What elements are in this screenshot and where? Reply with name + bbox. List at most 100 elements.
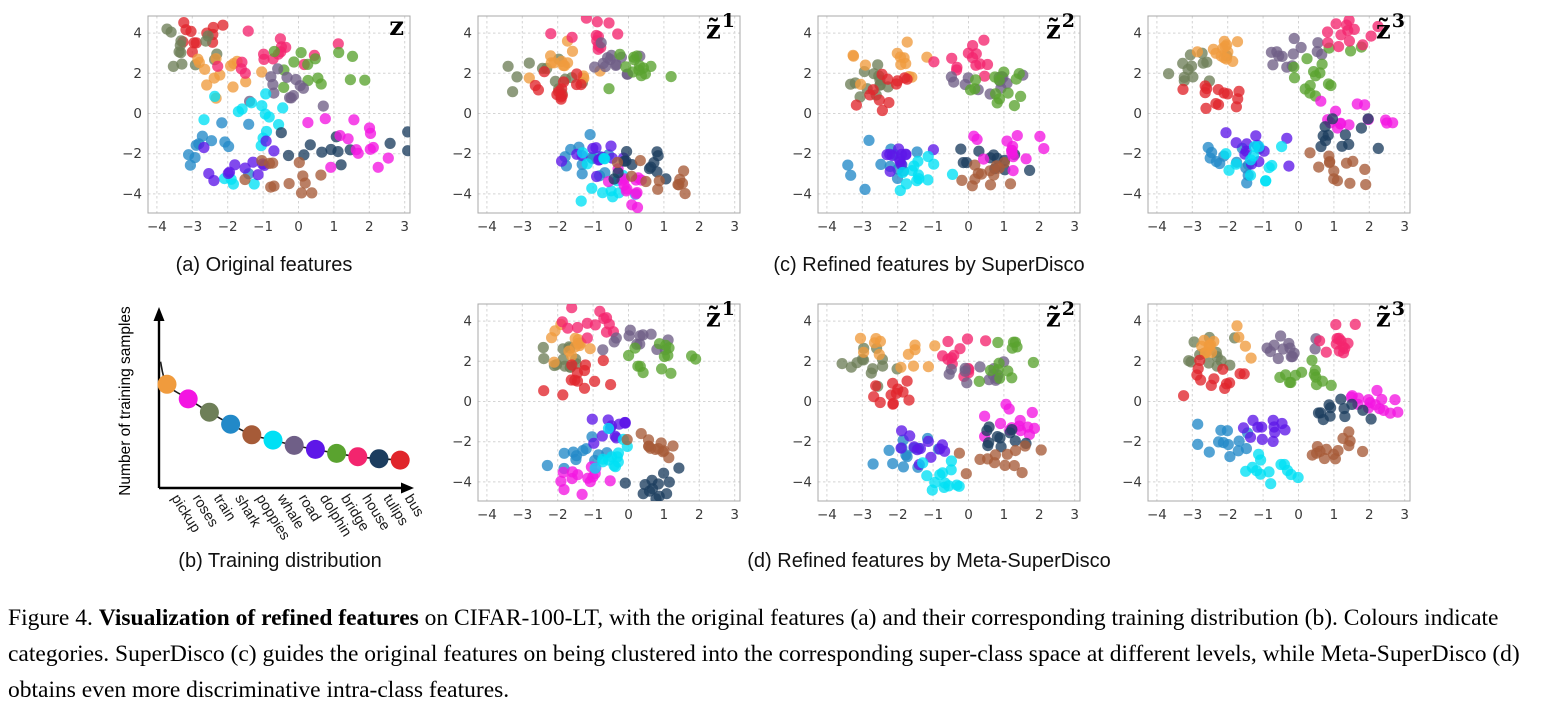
svg-text:1: 1	[330, 219, 339, 235]
training-distribution-panel: Number of training samples pickup roses tra…	[115, 296, 445, 564]
svg-text:0: 0	[294, 219, 303, 235]
svg-text:2: 2	[1365, 507, 1374, 523]
svg-text:3: 3	[400, 219, 409, 235]
figure-caption-prefix: Figure 4.	[8, 605, 99, 631]
distribution-plot: Number of training samplespickuprosestra…	[117, 306, 427, 543]
svg-text:4: 4	[1133, 314, 1142, 330]
svg-text:0: 0	[803, 106, 812, 122]
svg-text:−1: −1	[253, 219, 273, 235]
svg-text:−3: −3	[182, 219, 202, 235]
category-dot-house	[348, 447, 368, 467]
category-dot-bus	[390, 450, 410, 470]
scatter-plot: −4 −3 −2 −1 0 1 2 3 −4 −2 0 2 4	[792, 15, 1081, 235]
svg-text:1: 1	[660, 219, 669, 235]
scatter-plot: −4 −3 −2 −1 0 1 2 3 −4 −2 0 2 4	[122, 15, 411, 235]
panel-label-meta-z3: z̃3	[1376, 298, 1405, 334]
svg-text:−3: −3	[1182, 507, 1202, 523]
svg-text:1: 1	[1330, 507, 1339, 523]
svg-text:−1: −1	[1253, 507, 1273, 523]
svg-text:−1: −1	[923, 507, 943, 523]
svg-text:1: 1	[1330, 219, 1339, 235]
svg-text:1: 1	[660, 507, 669, 523]
scatter-plot: −4 −3 −2 −1 0 1 2 3 −4 −2 0 2 4	[452, 15, 741, 235]
panel-label-z3: z̃3	[1376, 10, 1405, 46]
scatter-panel-superdisco-z3: −4 −3 −2 −1 0 1 2 3 −4 −2 0 2 4 z̃3	[1114, 6, 1414, 238]
y-axis-arrow	[153, 307, 165, 321]
category-dot-shark	[221, 414, 241, 434]
svg-text:−3: −3	[1182, 219, 1202, 235]
svg-text:−4: −4	[477, 219, 497, 235]
scatter-panel-superdisco-z2: −4 −3 −2 −1 0 1 2 3 −4 −2 0 2 4 z̃2	[784, 6, 1084, 238]
distribution-ylabel: Number of training samples	[117, 306, 134, 496]
svg-text:0: 0	[133, 106, 142, 122]
svg-text:3: 3	[1070, 219, 1079, 235]
scatter-plot: −4 −3 −2 −1 0 1 2 3 −4 −2 0 2 4	[1122, 303, 1411, 523]
svg-text:−4: −4	[1147, 507, 1167, 523]
svg-text:4: 4	[1133, 26, 1142, 42]
svg-text:−2: −2	[452, 434, 472, 450]
svg-text:3: 3	[1070, 507, 1079, 523]
svg-text:−2: −2	[792, 434, 812, 450]
category-dot-train	[199, 402, 219, 422]
svg-text:−4: −4	[1147, 219, 1167, 235]
svg-text:−4: −4	[452, 474, 472, 490]
panel-label-meta-z2: z̃2	[1046, 298, 1075, 334]
svg-text:−1: −1	[583, 219, 603, 235]
svg-text:−1: −1	[1253, 219, 1273, 235]
svg-text:2: 2	[1133, 354, 1142, 370]
svg-text:−1: −1	[923, 219, 943, 235]
svg-text:4: 4	[463, 26, 472, 42]
svg-text:0: 0	[1133, 106, 1142, 122]
svg-text:−4: −4	[817, 219, 837, 235]
figure-caption: Figure 4. Visualization of refined featu…	[8, 600, 1536, 708]
figure-caption-rest: on CIFAR-100-LT, with the original featu…	[8, 605, 1520, 703]
svg-text:2: 2	[695, 219, 704, 235]
panel-label-meta-z1: z̃1	[706, 298, 735, 334]
panel-label-z2: z̃2	[1046, 10, 1075, 46]
scatter-panel-meta-superdisco-z2: −4 −3 −2 −1 0 1 2 3 −4 −2 0 2 4 z̃2	[784, 294, 1084, 526]
category-dot-road	[284, 435, 304, 455]
caption-d: (d) Refined features by Meta-SuperDisco	[747, 550, 1111, 572]
svg-text:−2: −2	[218, 219, 238, 235]
svg-text:1: 1	[1000, 219, 1009, 235]
svg-text:4: 4	[463, 314, 472, 330]
svg-text:2: 2	[365, 219, 374, 235]
svg-text:2: 2	[803, 354, 812, 370]
svg-text:−3: −3	[512, 507, 532, 523]
svg-text:2: 2	[463, 66, 472, 82]
svg-text:−4: −4	[792, 186, 812, 202]
svg-text:−2: −2	[1218, 507, 1238, 523]
panel-label-z: z	[389, 12, 404, 42]
svg-text:2: 2	[803, 66, 812, 82]
scatter-panel-meta-superdisco-z3: −4 −3 −2 −1 0 1 2 3 −4 −2 0 2 4 z̃3	[1114, 294, 1414, 526]
svg-text:2: 2	[1133, 66, 1142, 82]
svg-text:2: 2	[1035, 507, 1044, 523]
scatter-plot: −4 −3 −2 −1 0 1 2 3 −4 −2 0 2 4	[792, 303, 1081, 523]
category-dot-poppies	[242, 425, 262, 445]
svg-text:−2: −2	[1218, 219, 1238, 235]
scatter-panel-superdisco-z1: −4 −3 −2 −1 0 1 2 3 −4 −2 0 2 4 z̃1	[444, 6, 744, 238]
caption-a: (a) Original features	[175, 254, 353, 276]
figure-caption-bold: Visualization of refined features	[98, 605, 419, 631]
svg-text:2: 2	[463, 354, 472, 370]
scatter-plot: −4 −3 −2 −1 0 1 2 3 −4 −2 0 2 4	[452, 303, 741, 523]
svg-text:−4: −4	[147, 219, 167, 235]
category-dot-tulips	[369, 449, 389, 469]
svg-text:−4: −4	[792, 474, 812, 490]
svg-text:−3: −3	[512, 219, 532, 235]
svg-text:−4: −4	[477, 507, 497, 523]
svg-text:−4: −4	[1122, 186, 1142, 202]
x-axis-arrow	[401, 482, 414, 494]
svg-text:0: 0	[964, 219, 973, 235]
svg-text:2: 2	[695, 507, 704, 523]
svg-text:2: 2	[133, 66, 142, 82]
svg-text:−2: −2	[1122, 146, 1142, 162]
svg-text:−3: −3	[852, 507, 872, 523]
svg-text:0: 0	[463, 394, 472, 410]
svg-text:−2: −2	[888, 219, 908, 235]
panel-label-z1: z̃1	[706, 10, 735, 46]
scatter-panel-meta-superdisco-z1: −4 −3 −2 −1 0 1 2 3 −4 −2 0 2 4 z̃1	[444, 294, 744, 526]
svg-text:−1: −1	[583, 507, 603, 523]
svg-text:3: 3	[1400, 219, 1409, 235]
